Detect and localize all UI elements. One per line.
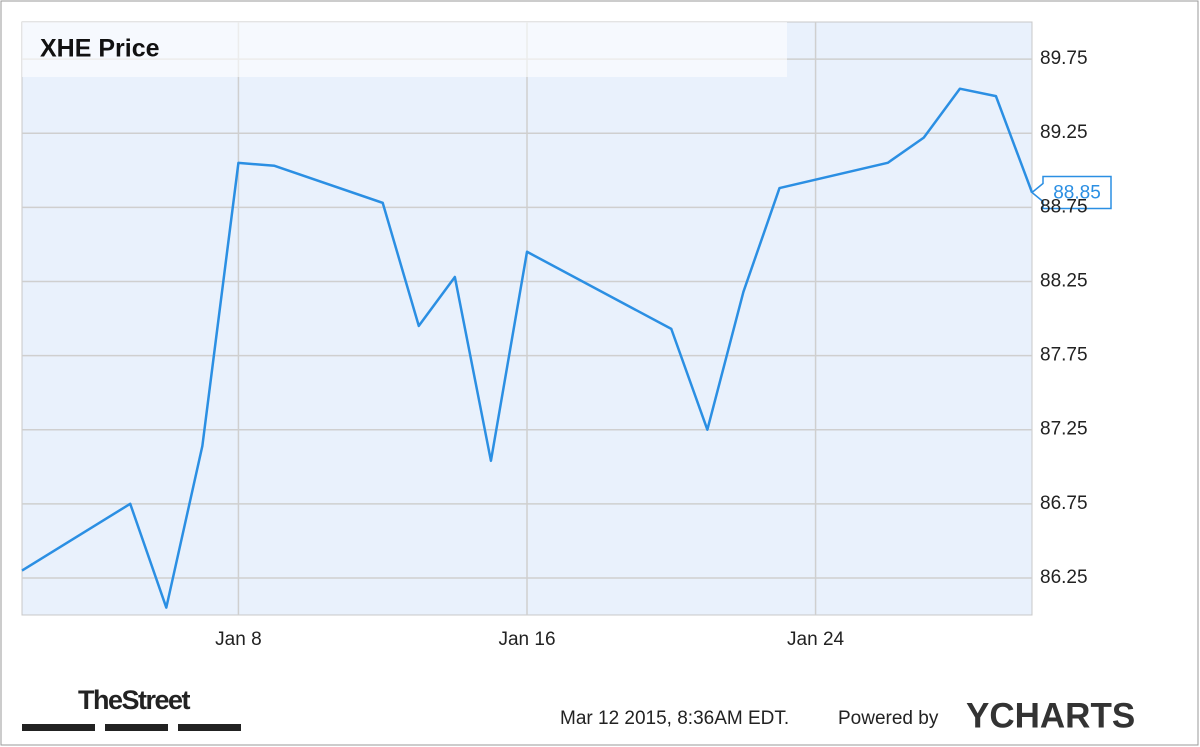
y-tick-label: 86.25 [1040,567,1088,588]
powered-by: Powered by [838,708,939,729]
brand-bar [105,724,168,731]
last-value-box [1030,175,1112,210]
y-tick-label: 86.75 [1040,493,1088,514]
y-tick-label: 89.25 [1040,122,1088,143]
x-tick-label: Jan 16 [498,629,555,650]
y-tick-label: 88.75 [1040,196,1088,217]
y-tick-label: 87.75 [1040,345,1088,366]
y-tick-label: 88.25 [1040,270,1088,291]
chart-title: XHE Price [40,35,160,63]
price-line [21,87,1034,609]
ycharts-logo: YCHARTS [966,696,1135,735]
y-tick-label: 89.75 [1040,48,1088,69]
timestamp: Mar 12 2015, 8:36AM EDT. [560,708,789,729]
title-box [22,22,787,77]
x-tick-label: Jan 24 [787,629,844,650]
brand-bar [178,724,241,731]
brand: TheStreet [78,685,191,715]
brand-bar [22,724,95,731]
x-tick-label: Jan 8 [215,629,261,650]
y-tick-label: 87.25 [1040,419,1088,440]
last-value-label: 88.85 [1053,183,1101,204]
